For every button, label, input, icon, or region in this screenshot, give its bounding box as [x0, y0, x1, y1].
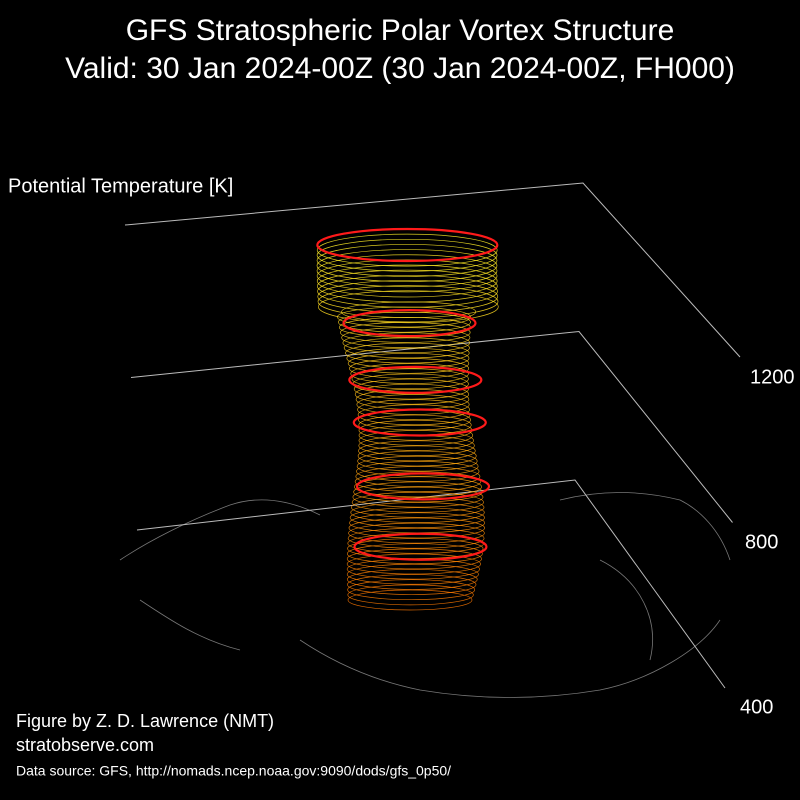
vortex-contour	[346, 347, 470, 369]
vortex-edge	[355, 472, 491, 501]
vortex-contour	[348, 517, 485, 539]
vortex-contour	[350, 502, 485, 523]
vortex-contour	[349, 507, 485, 529]
z-tick-label: 400	[740, 696, 773, 718]
vortex-contour	[346, 553, 481, 575]
vortex-edge	[348, 365, 483, 394]
z-axis-label: Potential Temperature [K]	[8, 175, 233, 197]
vortex-contour	[354, 383, 470, 405]
vortex-contour	[316, 244, 498, 277]
website: stratobserve.com	[16, 735, 154, 755]
z-tick-label: 800	[745, 531, 778, 553]
credit: Figure by Z. D. Lawrence (NMT)	[16, 711, 274, 731]
vortex-contour	[353, 378, 469, 400]
vortex-contour	[347, 527, 485, 549]
vortex-contour	[343, 337, 470, 359]
vortex-contour	[345, 342, 470, 364]
vortex-edge	[352, 408, 487, 437]
coastline	[119, 492, 731, 698]
vortex-contour	[347, 579, 476, 601]
vortex-contour	[347, 538, 484, 559]
vortex-contour	[342, 332, 471, 354]
z-tick-label: 1200	[750, 366, 795, 388]
vortex-contour	[317, 274, 498, 308]
vortex-contour	[349, 358, 469, 379]
vortex-contour	[356, 394, 470, 415]
vortex-contour	[358, 430, 474, 451]
vortex-contour	[347, 584, 474, 606]
vortex-contour	[357, 399, 470, 420]
vortex-contour	[357, 450, 478, 472]
chart-title: GFS Stratospheric Polar Vortex Structure	[126, 14, 675, 47]
vortex-contour	[351, 497, 485, 518]
vortex-contour	[355, 466, 481, 487]
vortex-contour	[357, 445, 477, 467]
grid-line	[124, 182, 741, 358]
vortex-contour	[316, 269, 498, 303]
data-source: Data source: GFS, http://nomads.ncep.noa…	[16, 763, 451, 779]
vortex-contour	[354, 471, 482, 493]
coastlines	[119, 492, 731, 698]
vortex-contour	[347, 574, 477, 595]
vortex-contour	[358, 425, 474, 446]
vortex-contour	[316, 249, 498, 282]
vortex-contour	[346, 563, 479, 585]
vortex-contour	[356, 455, 479, 477]
vortex-contour	[350, 363, 469, 384]
vortex-contour	[317, 280, 499, 313]
vortex-contour	[351, 368, 469, 390]
vortex-contour	[346, 543, 483, 565]
vortex-edge	[342, 309, 477, 338]
vortex-contour	[316, 233, 498, 267]
vortex-contour	[346, 548, 482, 570]
vortex	[316, 227, 499, 611]
grid: 400 800 1200	[124, 182, 795, 718]
vortex-contour	[341, 327, 471, 348]
vortex-contour	[354, 476, 482, 498]
vortex-contour	[316, 259, 498, 293]
grid-line	[130, 330, 733, 523]
vortex-contour	[351, 491, 484, 513]
vortex-edge	[353, 532, 488, 561]
vortex-contour	[316, 254, 498, 288]
grid-line	[136, 479, 726, 689]
vortex-contour	[356, 461, 480, 482]
vortex-contour	[316, 238, 498, 272]
vortex-contour	[348, 522, 485, 544]
vortex-contour	[317, 290, 499, 324]
vortex-contour	[317, 285, 499, 318]
vortex-edge	[316, 227, 499, 263]
vortex-contour	[316, 264, 498, 298]
chart-subtitle: Valid: 30 Jan 2024-00Z (30 Jan 2024-00Z,…	[65, 52, 735, 85]
vortex-contour	[358, 440, 476, 462]
vortex-contour	[347, 589, 473, 611]
vortex-contour	[352, 486, 484, 508]
vortex-contour	[347, 352, 470, 374]
vortex-contour	[346, 569, 478, 590]
